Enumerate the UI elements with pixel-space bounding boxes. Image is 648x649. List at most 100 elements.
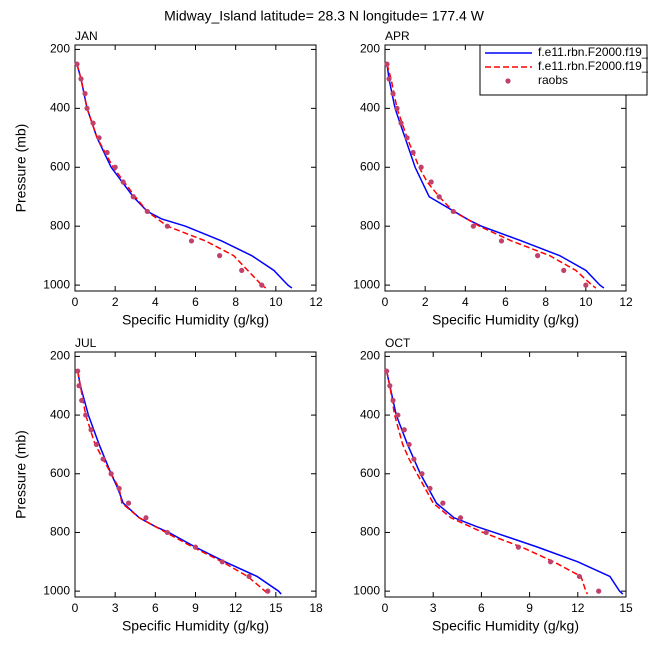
panel: OCT 0 3 6 9 12 15 200 400 600 800 1000 Specific Humi… bbox=[353, 336, 633, 634]
panel-label: JUL bbox=[75, 336, 97, 350]
raobs-point bbox=[164, 223, 170, 229]
x-axis-label: Specific Humidity (g/kg) bbox=[432, 618, 579, 634]
x-tick-label: 4 bbox=[462, 295, 469, 309]
x-axis-label: Specific Humidity (g/kg) bbox=[122, 618, 269, 634]
raobs-point bbox=[384, 368, 390, 374]
x-tick-label: 12 bbox=[229, 601, 243, 615]
y-tick-label: 600 bbox=[50, 159, 70, 173]
raobs-point bbox=[419, 471, 425, 477]
profile-line bbox=[76, 370, 269, 595]
raobs-point bbox=[440, 500, 446, 506]
raobs-point bbox=[515, 544, 521, 550]
raobs-point bbox=[411, 456, 417, 462]
raobs-point bbox=[498, 238, 505, 244]
y-tick-label: 200 bbox=[50, 349, 70, 363]
y-tick-label: 200 bbox=[360, 42, 380, 56]
x-tick-label: 0 bbox=[382, 295, 389, 309]
raobs-point bbox=[535, 253, 541, 259]
y-tick-label: 600 bbox=[360, 466, 380, 480]
y-tick-label: 1000 bbox=[43, 277, 70, 291]
y-tick-label: 400 bbox=[360, 101, 380, 115]
raobs-point bbox=[88, 427, 94, 433]
y-tick-label: 1000 bbox=[353, 277, 380, 291]
x-tick-label: 3 bbox=[112, 601, 119, 615]
raobs-point bbox=[84, 105, 90, 111]
y-tick-label: 400 bbox=[50, 407, 70, 421]
y-tick-label: 1000 bbox=[353, 583, 380, 597]
x-tick-label: 10 bbox=[579, 295, 593, 309]
raobs-point bbox=[583, 282, 589, 288]
raobs-point bbox=[93, 441, 100, 448]
raobs-point bbox=[104, 149, 110, 156]
raobs-point bbox=[410, 149, 416, 156]
legend-label: f.e11.rbn.F2000.f19_f1 bbox=[538, 59, 648, 73]
panel-label: OCT bbox=[385, 336, 411, 350]
raobs-point bbox=[390, 91, 396, 97]
x-tick-label: 12 bbox=[619, 295, 633, 309]
raobs-point bbox=[450, 208, 456, 215]
raobs-point bbox=[384, 61, 390, 67]
x-tick-label: 6 bbox=[192, 295, 199, 309]
raobs-point bbox=[387, 383, 393, 389]
x-tick-label: 10 bbox=[269, 295, 283, 309]
raobs-point bbox=[483, 529, 489, 536]
profile-line bbox=[76, 63, 267, 289]
raobs-point bbox=[596, 588, 602, 594]
raobs-point bbox=[404, 135, 410, 141]
x-tick-label: 12 bbox=[309, 295, 323, 309]
y-tick-label: 800 bbox=[50, 525, 70, 539]
x-tick-label: 6 bbox=[502, 295, 509, 309]
x-tick-label: 18 bbox=[309, 601, 323, 615]
raobs-point bbox=[406, 441, 412, 448]
x-tick-label: 2 bbox=[422, 295, 429, 309]
x-tick-label: 15 bbox=[269, 601, 283, 615]
x-tick-label: 8 bbox=[232, 295, 239, 309]
x-tick-label: 2 bbox=[112, 295, 119, 309]
x-tick-label: 12 bbox=[571, 601, 585, 615]
raobs-point bbox=[143, 515, 149, 521]
plot-frame bbox=[384, 351, 627, 598]
x-tick-label: 0 bbox=[72, 601, 79, 615]
x-tick-label: 8 bbox=[542, 295, 549, 309]
raobs-point bbox=[386, 76, 392, 82]
raobs-point bbox=[576, 573, 583, 580]
profile-line bbox=[76, 63, 293, 289]
panel-label: JAN bbox=[75, 29, 98, 43]
x-axis-label: Specific Humidity (g/kg) bbox=[122, 312, 269, 328]
raobs-point bbox=[561, 267, 567, 273]
profile-line bbox=[386, 64, 605, 289]
x-tick-label: 9 bbox=[192, 601, 199, 615]
legend-marker bbox=[505, 78, 511, 84]
raobs-point bbox=[90, 120, 96, 126]
x-tick-label: 9 bbox=[526, 601, 533, 615]
raobs-point bbox=[239, 267, 245, 273]
raobs-point bbox=[192, 544, 199, 550]
raobs-point bbox=[144, 208, 150, 215]
raobs-point bbox=[83, 412, 89, 418]
legend-label: f.e11.rbn.F2000.f19_f1 bbox=[538, 45, 648, 59]
raobs-point bbox=[418, 164, 424, 170]
x-tick-label: 6 bbox=[478, 601, 485, 615]
x-tick-label: 3 bbox=[430, 601, 437, 615]
profile-line bbox=[385, 370, 624, 595]
raobs-point bbox=[394, 105, 400, 111]
raobs-point bbox=[75, 368, 81, 374]
raobs-point bbox=[125, 500, 132, 506]
raobs-point bbox=[390, 397, 396, 404]
raobs-point bbox=[79, 397, 85, 404]
panel: JAN 0 2 4 6 8 10 12 200 400 600 800 1000 Specific Hum… bbox=[13, 29, 323, 328]
raobs-point bbox=[470, 223, 476, 229]
raobs-point bbox=[427, 485, 433, 492]
raobs-point bbox=[96, 135, 102, 141]
profile-line bbox=[386, 63, 597, 289]
raobs-point bbox=[398, 120, 404, 126]
y-tick-label: 200 bbox=[50, 42, 70, 56]
x-tick-label: 0 bbox=[382, 601, 389, 615]
y-tick-label: 800 bbox=[50, 218, 70, 232]
x-tick-label: 4 bbox=[152, 295, 159, 309]
raobs-point bbox=[188, 238, 195, 244]
y-tick-label: 400 bbox=[360, 407, 380, 421]
y-tick-label: 400 bbox=[50, 101, 70, 115]
y-tick-label: 1000 bbox=[43, 583, 70, 597]
raobs-point bbox=[428, 179, 434, 185]
